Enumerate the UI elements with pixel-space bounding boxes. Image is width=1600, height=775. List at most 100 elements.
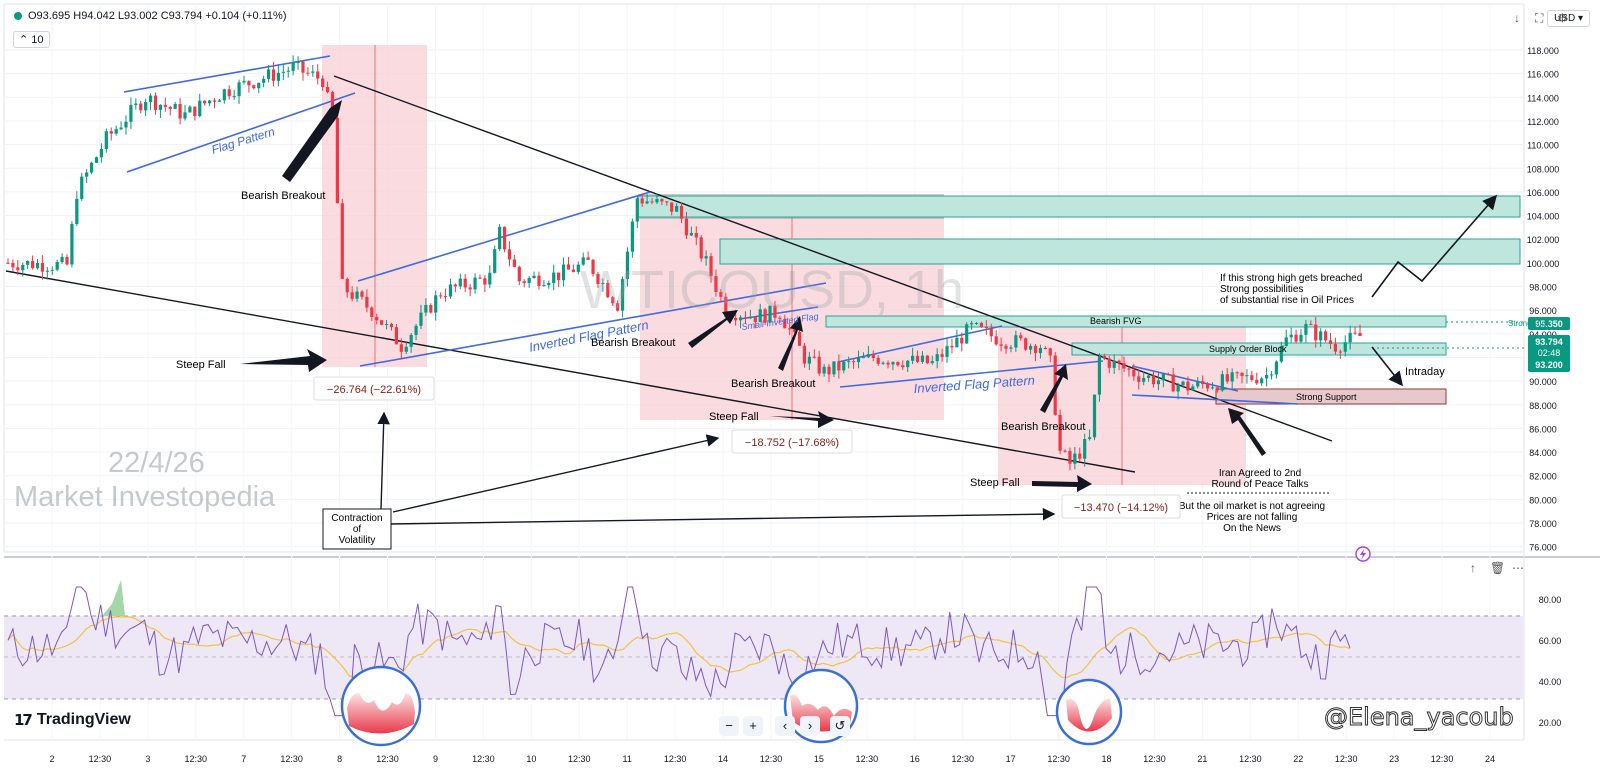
candle-body: [1245, 375, 1249, 377]
candle-body: [950, 345, 954, 348]
candle-body: [1068, 450, 1072, 464]
candle-body: [670, 202, 674, 212]
candle-body: [473, 277, 477, 290]
market-line-2: Prices are not falling: [1207, 512, 1298, 523]
symbol-watermark: WTICOUSD, 1h: [580, 260, 964, 320]
candle-body: [920, 355, 925, 362]
candle-body: [1181, 381, 1185, 386]
candle-body: [1186, 381, 1190, 391]
candle-body: [611, 297, 615, 304]
tradingview-mark-icon: 𝟭𝟳: [14, 712, 33, 729]
candle-body: [355, 291, 359, 299]
intraday-label: Intraday: [1405, 366, 1445, 378]
strong-support-zone: [1215, 388, 1447, 405]
rsi-tick: 80.00: [1539, 595, 1562, 605]
candle-body: [630, 221, 634, 252]
interval-selector[interactable]: ⌃ 10: [13, 31, 50, 48]
time-tick: 12:30: [1431, 754, 1454, 764]
candle-body: [306, 72, 310, 74]
strong-support-label: Strong Support: [1296, 392, 1357, 402]
candle-body: [625, 251, 630, 280]
candle-body: [488, 272, 492, 285]
candle-body: [1240, 372, 1244, 377]
candle-body: [547, 282, 551, 286]
settings-icon[interactable]: ⚙: [1557, 11, 1568, 25]
candle-body: [478, 277, 482, 279]
candle-body: [1358, 332, 1362, 337]
zoom-out-button[interactable]: −: [719, 716, 739, 736]
candle-body: [1279, 345, 1283, 362]
scroll-left-button[interactable]: ‹: [775, 716, 795, 736]
rsi-delete-icon[interactable]: 🗑: [1490, 561, 1506, 575]
candle-body: [70, 224, 74, 265]
scroll-right-button[interactable]: ›: [800, 716, 820, 736]
fullscreen-icon[interactable]: ⛶: [1535, 11, 1544, 25]
candle-body: [832, 361, 836, 375]
candle-body: [1323, 331, 1328, 341]
candle-body: [1122, 363, 1126, 369]
supply-order-block-zone: [1071, 342, 1447, 356]
candle-body: [635, 198, 639, 222]
candle-body: [1117, 360, 1121, 364]
candle-body: [207, 100, 212, 104]
candle-body: [271, 69, 276, 81]
contraction-line-1: Contraction: [331, 513, 382, 524]
candle-body: [778, 317, 782, 319]
candle-body: [1264, 374, 1269, 379]
candle-body: [424, 304, 428, 313]
candle-body: [458, 278, 462, 287]
zoom-in-button[interactable]: +: [743, 716, 763, 736]
candle-body: [871, 354, 875, 358]
rsi-up-icon[interactable]: ↑: [1470, 561, 1476, 575]
candle-body: [99, 149, 104, 158]
candle-body: [734, 317, 738, 321]
candle-body: [960, 337, 964, 344]
candle-body: [512, 259, 516, 267]
time-tick: 23: [1389, 754, 1399, 764]
time-tick: 12:30: [1335, 754, 1358, 764]
candle-body: [1215, 387, 1220, 391]
candle-body: [242, 81, 246, 83]
candle-body: [694, 232, 698, 238]
reset-button[interactable]: ↺: [830, 716, 850, 736]
iran-line-2: Round of Peace Talks: [1211, 479, 1308, 490]
bearish-breakout-2-label: Bearish Breakout: [591, 337, 675, 349]
candle-body: [89, 162, 94, 173]
candle-body: [1250, 375, 1254, 380]
price-tick: 108.000: [1527, 164, 1560, 174]
candle-body: [1353, 332, 1357, 334]
candle-body: [1092, 394, 1097, 438]
down-arrow-icon[interactable]: ↓: [1514, 11, 1520, 25]
author-watermark: Market Investopedia: [14, 481, 276, 513]
candle-body: [1078, 453, 1082, 459]
candle-body: [915, 355, 920, 362]
candle-body: [640, 198, 644, 204]
tradingview-logo: 𝟭𝟳 TradingView: [14, 711, 131, 729]
candle-body: [1146, 375, 1151, 378]
resistance-zone-upper: [637, 195, 1521, 218]
candle-body: [257, 82, 261, 89]
candle-body: [532, 275, 536, 278]
candle-body: [1019, 335, 1023, 339]
candle-body: [11, 263, 15, 268]
currency-selector[interactable]: USD ▾: [1547, 10, 1590, 27]
candle-body: [30, 261, 35, 269]
status-dot: [14, 12, 22, 20]
measure-3-label: −13.470 (−14.12%): [1074, 502, 1168, 514]
candle-body: [1348, 332, 1352, 343]
time-tick: 12:30: [664, 754, 687, 764]
candle-body: [463, 278, 467, 288]
candle-body: [802, 345, 807, 364]
supply-order-block-label: Supply Order Block: [1209, 344, 1287, 354]
candle-body: [252, 85, 256, 89]
price-tick: 80.000: [1529, 495, 1557, 505]
badge-support: 93.200: [1535, 360, 1563, 370]
price-scale: 118.000 116.000 114.000 112.000 110.000 108.0…: [1527, 46, 1560, 553]
rsi-tick: 60.00: [1539, 636, 1562, 646]
time-tick: 12:30: [568, 754, 591, 764]
candle-body: [714, 276, 718, 292]
rsi-more-icon[interactable]: ⋯: [1512, 561, 1524, 575]
candle-body: [561, 264, 566, 281]
candle-body: [566, 264, 571, 270]
